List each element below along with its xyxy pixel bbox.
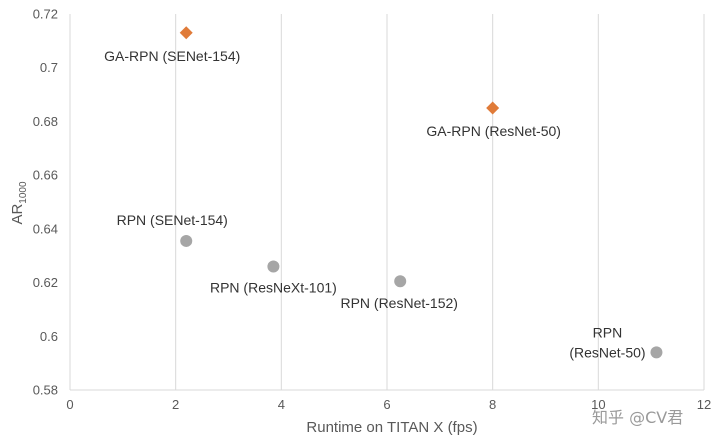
x-tick-label: 2 <box>172 397 179 412</box>
y-tick-label: 0.72 <box>33 7 58 22</box>
circle-marker <box>394 275 407 288</box>
y-axis-title-subscript: 1000 <box>18 181 29 204</box>
grid-lines <box>175 14 705 390</box>
point-labels: GA-RPN (SENet-154) GA-RPN (ResNet-50) RPN … <box>104 48 645 361</box>
y-tick-label: 0.68 <box>33 114 58 129</box>
point-label: RPN (ResNet-152) <box>340 295 457 311</box>
x-tick-label: 12 <box>697 397 711 412</box>
diamond-marker <box>486 101 500 115</box>
y-tick-label: 0.58 <box>33 383 58 398</box>
point-label: (ResNet-50) <box>569 344 645 360</box>
y-tick-label: 0.66 <box>33 168 58 183</box>
diamond-marker <box>179 26 193 40</box>
x-tick-label: 4 <box>278 397 285 412</box>
point-label: RPN (SENet-154) <box>117 212 228 228</box>
y-axis-title: AR1000 <box>9 181 29 225</box>
circle-marker <box>650 346 663 359</box>
y-tick-label: 0.62 <box>33 275 58 290</box>
x-tick-label: 0 <box>66 397 73 412</box>
x-tick-label: 8 <box>489 397 496 412</box>
circle-marker <box>267 260 280 273</box>
y-axis-title-base: AR <box>9 204 26 225</box>
y-tick-label: 0.64 <box>33 221 58 236</box>
point-label: GA-RPN (SENet-154) <box>104 48 240 64</box>
x-tick-label: 10 <box>591 397 605 412</box>
point-label: RPN <box>593 324 623 340</box>
x-axis-title: Runtime on TITAN X (fps) <box>306 419 477 436</box>
data-points <box>179 26 663 359</box>
y-tick-label: 0.7 <box>40 60 58 75</box>
point-label: GA-RPN (ResNet-50) <box>426 123 561 139</box>
point-label: RPN (ResNeXt-101) <box>210 279 337 295</box>
circle-marker <box>180 234 193 247</box>
watermark-text: 知乎 @CV君 <box>592 408 683 427</box>
tick-labels: 0 2 4 6 8 10 12 0.58 0.6 0.62 0.64 0.66 0.68 0.7 0.72 <box>33 7 712 413</box>
axes <box>69 14 704 391</box>
y-tick-label: 0.6 <box>40 329 58 344</box>
x-tick-label: 6 <box>383 397 390 412</box>
